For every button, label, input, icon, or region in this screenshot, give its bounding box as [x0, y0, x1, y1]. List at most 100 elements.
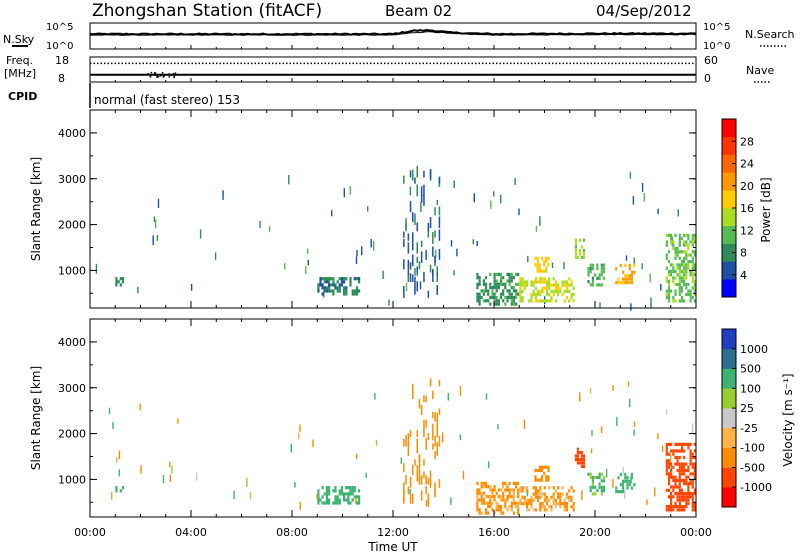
power-cell: [547, 256, 550, 260]
power-colorbar: 4 8 12 16 20 24 28: [721, 118, 754, 298]
power-cell: [493, 272, 496, 276]
velocity-cell: [478, 498, 481, 502]
power-scatter-point: [450, 240, 453, 247]
velocity-cell: [665, 446, 668, 450]
power-cell: [672, 279, 675, 283]
power-scatter-point: [677, 209, 679, 217]
velocity-cell: [550, 505, 553, 509]
power-cell: [349, 283, 352, 287]
power-cell: [489, 282, 492, 286]
velocity-scatter-point: [459, 386, 462, 396]
power-cell: [317, 286, 320, 290]
velocity-cell: [502, 481, 505, 485]
velocity-scatter-point: [169, 474, 171, 482]
velocity-cell: [685, 475, 688, 479]
power-cell: [550, 299, 553, 303]
velocity-cell: [683, 495, 686, 499]
velocity-cell: [689, 455, 692, 460]
power-cell: [563, 289, 566, 293]
velocity-cell: [499, 511, 503, 515]
velocity-cell: [554, 489, 557, 493]
power-cell: [557, 289, 560, 293]
velocity-cell: [432, 443, 434, 450]
power-cell: [545, 289, 549, 293]
power-cell: [674, 256, 677, 260]
power-cell: [530, 293, 533, 297]
power-cell: [493, 302, 496, 306]
power-cell: [478, 292, 481, 296]
velocity-cell: [552, 492, 555, 496]
velocity-cell: [691, 485, 694, 489]
velocity-cell: [491, 495, 494, 499]
power-colorbar-swatch: [722, 261, 736, 280]
velocity-cell: [541, 492, 544, 496]
power-cell: [672, 276, 675, 280]
power-cell: [407, 233, 410, 241]
velocity-cell: [476, 504, 479, 509]
velocity-cell: [517, 481, 520, 485]
velocity-cell: [506, 485, 509, 489]
velocity-cell: [323, 501, 326, 505]
velocity-cell: [482, 501, 485, 505]
power-cell: [429, 217, 432, 229]
power-cell: [495, 282, 498, 286]
velocity-cell: [532, 508, 535, 512]
power-cell: [587, 280, 590, 284]
power-cell: [537, 280, 540, 284]
freq-tick-top: 18: [55, 54, 69, 67]
power-cell: [685, 263, 688, 267]
power-cell: [545, 283, 549, 287]
power-cell: [523, 283, 526, 287]
velocity-scatter-point: [400, 457, 402, 464]
power-cell: [667, 233, 671, 237]
power-cell: [693, 282, 696, 287]
time-tick-label: 00:00: [74, 526, 106, 539]
velocity-cell: [563, 498, 566, 502]
velocity-cell: [554, 505, 557, 509]
velocity-cell: [510, 495, 513, 499]
velocity-cell: [691, 462, 694, 466]
nsearch-series-line: [89, 31, 697, 36]
power-cell: [680, 263, 684, 267]
power-cell: [510, 299, 513, 303]
power-cell: [548, 280, 551, 284]
noise-left-tick-bottom: 10^0: [46, 41, 73, 52]
power-cell: [691, 273, 694, 277]
power-cell: [351, 292, 354, 296]
power-cell: [582, 252, 586, 256]
power-cell: [538, 266, 541, 270]
velocity-cell: [493, 511, 496, 515]
power-cell: [534, 280, 537, 284]
freq-noise-mark: [163, 75, 166, 77]
power-cell: [678, 256, 681, 260]
velocity-scatter-point: [195, 472, 198, 481]
velocity-cell: [672, 505, 675, 509]
power-scatter-point: [152, 235, 154, 246]
power-scatter-point: [382, 270, 384, 280]
power-cell: [683, 250, 686, 254]
freq-noise-mark: [149, 74, 152, 77]
velocity-cell: [691, 508, 694, 512]
power-scatter-point: [419, 281, 422, 290]
power-cell: [325, 286, 328, 290]
power-cell: [572, 293, 575, 297]
power-cell: [689, 273, 692, 277]
power-scatter-point: [641, 183, 644, 192]
power-cell: [670, 240, 673, 244]
power-cell: [630, 270, 634, 274]
velocity-cell: [319, 498, 322, 502]
velocity-cell: [670, 491, 673, 496]
velocity-cell: [626, 483, 629, 487]
velocity-cell: [534, 468, 537, 473]
power-cell: [325, 280, 328, 284]
power-cell: [628, 263, 631, 267]
power-cell: [548, 286, 551, 290]
power-data-cells: [95, 165, 696, 311]
power-cell: [602, 263, 606, 267]
power-cell: [328, 286, 331, 290]
power-cell: [536, 266, 539, 270]
power-cell: [578, 238, 581, 242]
velocity-cell: [687, 465, 690, 469]
power-cell: [416, 242, 418, 254]
velocity-colorbar-swatch: [722, 388, 736, 409]
